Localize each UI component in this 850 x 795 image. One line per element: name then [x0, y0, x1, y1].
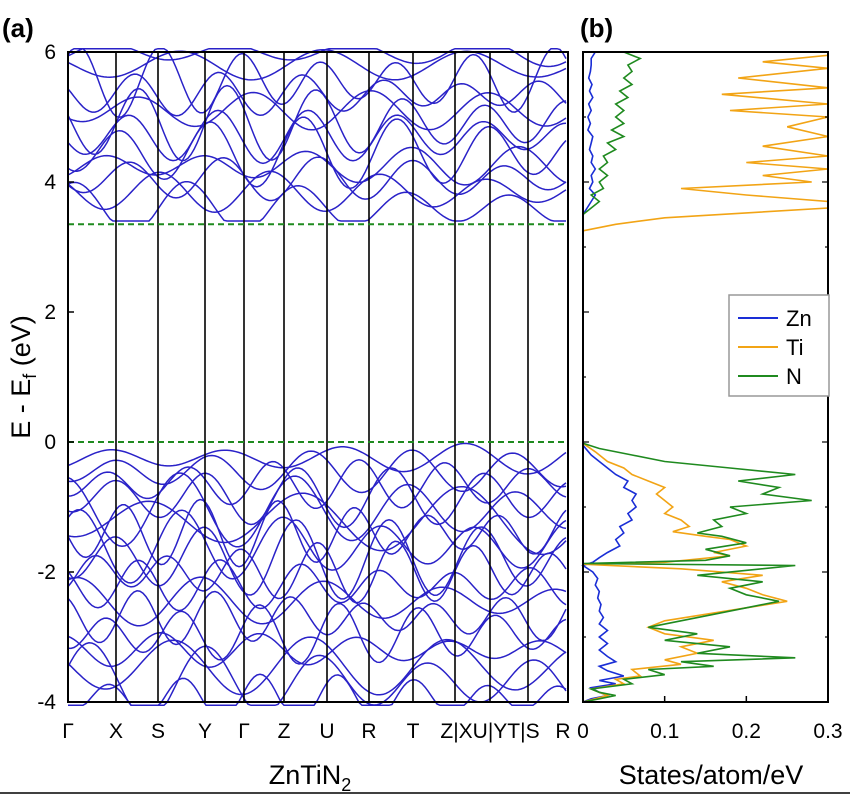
kpoint-label: S — [151, 720, 165, 743]
band-line — [67, 47, 567, 119]
band-line — [67, 89, 567, 131]
y-ticks: -4 -2 0 2 4 6 — [37, 41, 74, 714]
band-line — [67, 170, 567, 213]
dos-line-zn — [582, 51, 597, 215]
band-line — [67, 180, 566, 222]
dos-line-zn — [581, 444, 638, 703]
kpoint-label: Γ — [62, 720, 74, 743]
band-line — [67, 449, 567, 494]
dos-line-ti — [582, 442, 788, 703]
band-line — [67, 459, 567, 510]
band-line — [67, 71, 567, 117]
kpoint-label: Y — [198, 720, 212, 743]
y-tick-label: 2 — [44, 301, 56, 324]
legend-label-zn: Zn — [786, 306, 812, 331]
dos-series — [581, 51, 829, 703]
band-line — [67, 508, 567, 584]
kpoint-label: R — [555, 720, 570, 743]
y-tick-label: 0 — [44, 431, 56, 454]
panel-a-label: (a) — [2, 13, 34, 43]
band-line — [67, 636, 567, 696]
y-tick-label: -2 — [37, 561, 56, 584]
band-line — [67, 109, 567, 165]
dos-line-n — [582, 442, 812, 703]
band-line — [67, 485, 567, 556]
kpoint-label: U — [319, 720, 334, 743]
band-line — [67, 559, 567, 612]
kpoint-label: R — [361, 720, 376, 743]
y-tick-label: 4 — [44, 171, 56, 194]
kpoint-label: X — [109, 720, 123, 743]
y-tick-label: 6 — [44, 41, 56, 64]
kpoint-label: Γ — [238, 720, 250, 743]
panel-b: (b) 0 0.1 0.2 0.3 Zn Ti N States/atom/eV — [577, 13, 842, 790]
band-line — [67, 442, 567, 475]
plot-frame-a — [67, 51, 569, 703]
band-line — [67, 498, 567, 568]
legend-box — [728, 294, 830, 397]
legend-label-ti: Ti — [786, 335, 804, 360]
band-line — [67, 467, 567, 529]
band-line — [67, 156, 567, 202]
legend-label-n: N — [786, 364, 802, 389]
band-line — [68, 673, 567, 707]
x-tick-label: 0 — [577, 720, 589, 743]
band-line — [67, 632, 567, 668]
band-line — [67, 47, 567, 68]
band-lines — [67, 47, 567, 707]
x-axis-title-b: States/atom/eV — [619, 760, 804, 790]
kpoint-label: Z — [278, 720, 291, 743]
panel-a: (a) -4 -2 0 2 4 6 Γ X S Y Γ Z U R T Z|XU|YT|S R E - Ef … — [2, 13, 571, 795]
panel-b-label: (b) — [580, 13, 613, 43]
x-tick-label: 0.2 — [732, 720, 761, 743]
band-line — [67, 576, 567, 627]
kpoint-label: Z|XU|YT|S — [440, 720, 539, 743]
dos-line-ti — [582, 52, 829, 232]
dos-ticks: 0 0.1 0.2 0.3 — [577, 51, 843, 743]
dos-line-n — [582, 51, 643, 216]
band-line — [67, 116, 567, 190]
kpoint-lines — [115, 52, 529, 702]
band-line — [67, 590, 567, 646]
band-line — [67, 540, 567, 604]
band-line — [67, 84, 567, 162]
x-axis-title-a: ZnTiN2 — [269, 760, 352, 795]
band-line — [67, 49, 567, 81]
legend: Zn Ti N — [728, 294, 830, 397]
kpoint-label: T — [407, 720, 420, 743]
y-tick-label: -4 — [37, 691, 56, 714]
band-line — [67, 145, 567, 186]
band-line — [67, 519, 567, 600]
y-axis-title: E - Ef (eV) — [6, 315, 40, 439]
x-tick-label: 0.1 — [650, 720, 679, 743]
reference-lines — [68, 223, 568, 443]
kpoint-labels: Γ X S Y Γ Z U R T Z|XU|YT|S R — [62, 720, 570, 743]
x-tick-label: 0.3 — [813, 720, 842, 743]
